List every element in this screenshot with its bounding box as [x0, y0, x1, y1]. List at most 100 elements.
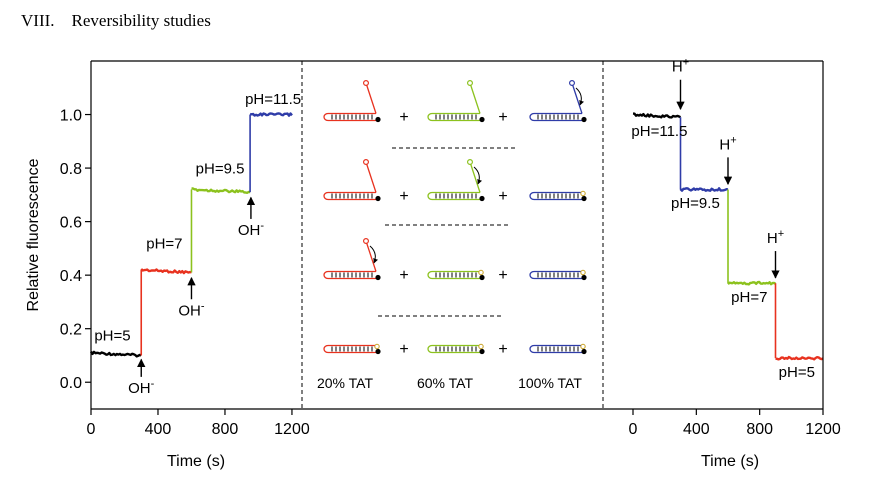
fluorophore [363, 79, 370, 86]
y-tick-label: 0.6 [60, 215, 82, 232]
closing-arrow [575, 87, 584, 106]
plus-sign: + [399, 341, 408, 358]
fluorophore [580, 269, 586, 276]
x-tick-label: 1200 [274, 421, 310, 438]
hairpin-arm [469, 82, 481, 114]
reagent-charge: + [730, 134, 736, 146]
reagent-name: OH [128, 380, 151, 397]
hairpin-red-closed [323, 343, 381, 355]
quencher-dot [479, 274, 485, 281]
reagent-label: OH- [178, 300, 205, 319]
ph-label: pH=7 [146, 235, 182, 252]
reagent-label: OH- [128, 378, 155, 397]
fluorophore [467, 159, 474, 166]
closing-arrow [473, 166, 482, 185]
quencher-dot [479, 116, 485, 123]
quencher-dot [375, 348, 381, 355]
ph-label: pH=11.5 [631, 123, 687, 140]
hairpin-red-closing [323, 238, 381, 281]
hairpin-arm [571, 82, 583, 114]
figure-frame [90, 60, 824, 410]
hairpin-schematic: + + + + + + + +20% TAT 60% TAT 100% TAT [317, 79, 587, 391]
x-axis-label: Time (s) [701, 453, 759, 470]
quencher-dot [375, 116, 381, 123]
hairpin-green-closed [427, 343, 485, 355]
hairpin-stem [427, 344, 480, 354]
quencher-dot [581, 195, 587, 202]
fluorophore [467, 79, 474, 86]
y-tick-label: 1.0 [60, 108, 82, 125]
reagent-label: H+ [767, 228, 784, 247]
reagent-name: H [767, 230, 778, 247]
x-tick-label: 1200 [805, 421, 841, 438]
reagent-charge: - [260, 220, 264, 232]
fluorophore [363, 159, 370, 166]
x-axis-label: Time (s) [167, 453, 225, 470]
x-tick-label: 0 [629, 421, 638, 438]
plus-sign: + [399, 188, 408, 205]
hairpin-red-open [323, 79, 381, 123]
plus-sign: + [498, 267, 507, 284]
right-plot: 0 400 800 1200 Time (s) pH=11.5 pH=9.5 pH=7 pH=5… [629, 57, 841, 470]
hairpin-stem [529, 112, 582, 122]
y-axis-label: Relative fluorescence [25, 158, 42, 311]
reagent-name: OH [178, 302, 201, 319]
plus-sign: + [498, 188, 507, 205]
reagent-charge: - [201, 300, 205, 312]
ph-label: pH=11.5 [245, 91, 301, 108]
plus-sign: + [498, 341, 507, 358]
hairpin-stem [323, 344, 376, 354]
quencher-dot [479, 348, 485, 355]
fluorophore [580, 190, 586, 197]
section-title: Reversibility studies [71, 11, 211, 30]
x-tick-label: 800 [746, 421, 773, 438]
quencher-dot [581, 348, 587, 355]
series-segment-black [89, 350, 142, 358]
quencher-dot [375, 274, 381, 281]
fluorophore [568, 79, 575, 86]
reagent-charge: - [151, 378, 155, 390]
quencher-dot [581, 274, 587, 281]
hairpin-arm [365, 161, 377, 193]
hairpin-arm [365, 240, 377, 272]
section-number: VIII. [21, 11, 55, 30]
series-segment-blue [249, 112, 293, 117]
y-tick-label: 0.0 [60, 375, 82, 392]
hairpin-stem [529, 191, 582, 201]
reagent-name: H [719, 136, 730, 153]
reagent-label: H+ [719, 134, 736, 153]
hairpin-red-open [323, 159, 381, 202]
hairpin-arm [469, 161, 481, 193]
plus-sign: + [399, 109, 408, 126]
y-tick-label: 0.8 [60, 161, 82, 178]
series-segment-black [632, 112, 682, 119]
ph-label: pH=5 [94, 328, 130, 345]
x-tick-label: 0 [87, 421, 96, 438]
x-tick-label: 400 [683, 421, 710, 438]
reagent-label: H+ [672, 57, 689, 76]
hairpin-stem [529, 270, 582, 280]
hairpin-blue-closing [529, 79, 587, 123]
plus-sign: + [399, 267, 408, 284]
reagent-charge: + [778, 228, 784, 240]
ph-label: pH=9.5 [196, 160, 245, 177]
ph-label: pH=9.5 [671, 195, 720, 212]
quencher-dot [581, 116, 587, 123]
hairpin-green-closed [427, 269, 485, 281]
hairpin-stem [427, 270, 480, 280]
fluorophore [580, 343, 586, 350]
hairpin-stem [529, 344, 582, 354]
hairpin-green-open [427, 79, 485, 123]
hairpin-stem [427, 112, 480, 122]
series-segment-red [140, 268, 192, 275]
hairpin-stem [323, 112, 376, 122]
quencher-dot [479, 195, 485, 202]
hairpin-blue-closed [529, 343, 587, 355]
series-segment-red [775, 355, 824, 361]
series-segment-green [727, 280, 777, 286]
hairpin-blue-closed [529, 269, 587, 281]
tat-caption: 20% TAT [317, 375, 373, 391]
x-tick-label: 400 [145, 421, 172, 438]
y-tick-label: 0.4 [60, 268, 82, 285]
